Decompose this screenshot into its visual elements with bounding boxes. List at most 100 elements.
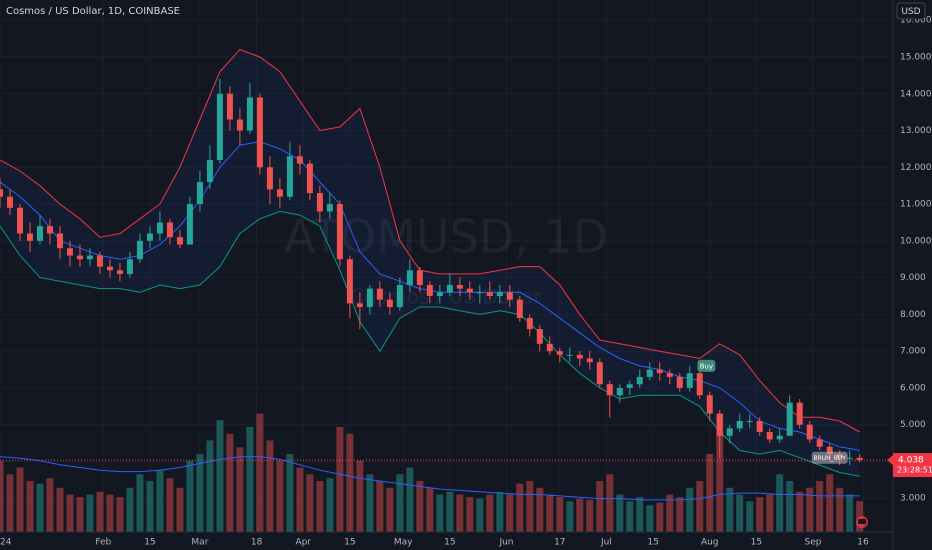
candle-body — [466, 288, 473, 293]
volume-bar — [426, 487, 434, 532]
candle-body — [266, 167, 273, 190]
candle-body — [36, 226, 43, 241]
candle-body — [286, 156, 293, 197]
candle-body — [826, 446, 833, 455]
volume-bar — [736, 494, 744, 532]
candle-body — [256, 97, 263, 168]
volume-bar — [496, 491, 504, 532]
volume-bar — [136, 474, 144, 532]
volume-bar — [106, 494, 114, 532]
countdown-label: 23:28:51 — [897, 466, 932, 475]
candle-body — [786, 402, 793, 436]
volume-ma-line — [0, 456, 860, 501]
candle-body — [346, 259, 353, 304]
volume-bar — [416, 481, 424, 532]
volume-bar — [446, 491, 454, 532]
volume-bar — [826, 474, 834, 532]
candle-body — [236, 119, 243, 131]
x-tick-label: 15 — [144, 538, 155, 548]
candle-body — [0, 189, 3, 197]
candle-body — [106, 266, 113, 271]
candle-body — [206, 159, 213, 183]
volume-bar — [526, 481, 534, 532]
volume-bar — [36, 483, 44, 532]
volume-bar — [626, 501, 634, 532]
axes: 3.0004.0005.0006.0007.0008.0009.00010.00… — [0, 16, 932, 548]
candle-body — [766, 432, 773, 440]
volume-bar — [276, 460, 284, 532]
candle-body — [176, 237, 183, 245]
candle-body — [66, 248, 73, 256]
volume-bar — [846, 494, 854, 532]
candle-body — [126, 259, 133, 274]
candle-body — [226, 93, 233, 120]
x-tick-label: Aug — [701, 538, 719, 548]
x-tick-label: Jun — [498, 538, 513, 548]
volume-bar — [836, 487, 844, 532]
candle-body — [246, 97, 253, 131]
currency-button[interactable]: USD — [896, 2, 926, 20]
alert-icon-glyph[interactable] — [858, 519, 866, 524]
volume-bar — [396, 474, 404, 532]
candle-body — [456, 284, 463, 289]
candle-body — [716, 413, 723, 436]
candle-body — [736, 421, 743, 429]
volume-bar — [86, 494, 94, 532]
band-lower-line — [0, 210, 860, 477]
candle-body — [646, 369, 653, 377]
last-price-label: 4.038 — [898, 456, 924, 466]
candle-body — [146, 233, 153, 241]
candle-body — [316, 193, 323, 212]
candle-body — [676, 376, 683, 388]
volume-bar — [686, 487, 694, 532]
candle-body — [556, 351, 563, 355]
candle-body — [696, 373, 703, 396]
volume-bar — [226, 433, 234, 532]
volume-bar — [206, 440, 214, 532]
x-tick-label: 15 — [751, 538, 762, 548]
annotation-box — [697, 359, 716, 372]
currency-button-frame[interactable] — [896, 2, 926, 20]
candle-body — [396, 284, 403, 308]
volume-bar — [196, 454, 204, 532]
volume-bar — [806, 487, 814, 532]
candle-body — [166, 222, 173, 238]
candle-body — [426, 284, 433, 296]
x-tick-label: Mar — [191, 538, 208, 548]
candle-body — [436, 292, 443, 296]
candle-body — [536, 329, 543, 344]
volume-bar — [286, 454, 294, 532]
y-tick-label: 9.000 — [900, 273, 926, 283]
candle-body — [196, 182, 203, 205]
x-tick-label: 2024 — [0, 538, 12, 548]
volume-bar — [76, 497, 84, 532]
candle-body — [476, 292, 483, 294]
candle-body — [6, 196, 13, 208]
candle-body — [566, 354, 573, 356]
candle-body — [216, 93, 223, 160]
x-tick-label: 16 — [857, 538, 869, 548]
volume-bar — [156, 470, 164, 532]
candle-body — [186, 204, 193, 245]
candle-body — [496, 292, 503, 296]
volume-bar — [386, 487, 394, 532]
volume-bar — [616, 494, 624, 532]
candle-body — [796, 402, 803, 425]
volume-bar — [516, 483, 524, 532]
volume-bar — [216, 420, 224, 532]
volume-bar — [556, 497, 564, 532]
chart-title: Cosmos / US Dollar, 1D, COINBASE — [6, 6, 180, 17]
candle-body — [656, 369, 663, 374]
y-tick-label: 15.000 — [900, 52, 932, 62]
volume-bar — [456, 494, 464, 532]
volume-bar — [546, 494, 554, 532]
volume-bar — [56, 487, 64, 532]
volume-bar — [576, 498, 584, 532]
volume-bar — [166, 478, 174, 532]
currency-button-label[interactable]: USD — [901, 7, 920, 17]
volume-bar — [706, 454, 714, 532]
annotation-box — [811, 451, 848, 464]
volume-bar — [6, 474, 14, 532]
y-tick-label: 7.000 — [900, 347, 926, 357]
